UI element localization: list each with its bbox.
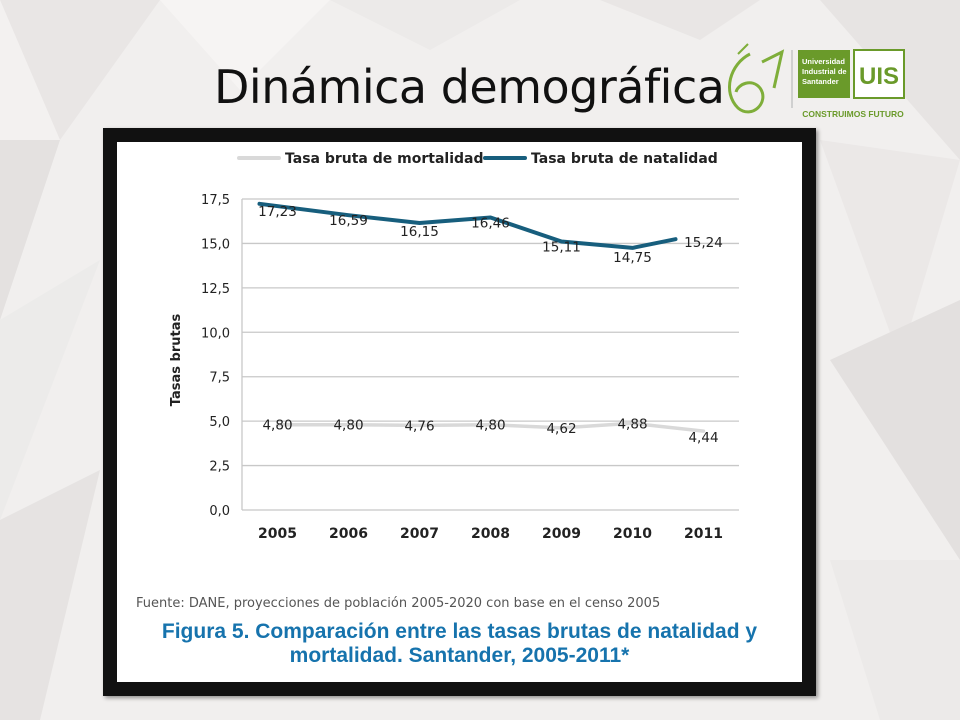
y-tick-label: 0,0	[209, 504, 230, 519]
natality-data-label: 15,24	[684, 235, 723, 251]
natality-data-label: 16,46	[471, 215, 510, 231]
natality-data-label: 14,75	[613, 250, 652, 266]
natality-series-line	[257, 201, 678, 250]
mortality-data-label: 4,80	[475, 418, 505, 434]
natality-data-label: 17,23	[258, 204, 297, 220]
uis-logo: Universidad Industrial de Santander UIS …	[728, 43, 905, 119]
chart-grid	[241, 198, 739, 511]
x-tick-label: 2011	[684, 526, 723, 542]
y-tick-label: 12,5	[201, 282, 230, 297]
mortality-data-label: 4,44	[688, 430, 718, 446]
y-tick-label: 5,0	[209, 415, 230, 430]
x-tick-label: 2007	[400, 526, 439, 542]
figure-frame: Tasa bruta de mortalidad Tasa bruta de na…	[103, 128, 816, 696]
mortality-data-label: 4,62	[546, 421, 576, 437]
x-tick-label: 2009	[542, 526, 581, 542]
chart-series	[257, 201, 706, 433]
y-tick-label: 17,5	[201, 193, 230, 208]
mortality-series-line	[275, 421, 706, 433]
x-tick-label: 2008	[471, 526, 510, 542]
figure-panel: Tasa bruta de mortalidad Tasa bruta de na…	[117, 142, 802, 682]
x-tick-label: 2005	[258, 526, 297, 542]
logo-monogram: UIS	[859, 63, 899, 90]
y-tick-label: 15,0	[201, 237, 230, 252]
figure-caption-line2: mortalidad. Santander, 2005-2011*	[289, 644, 630, 667]
mortality-data-label: 4,80	[262, 418, 292, 434]
x-tick-label: 2010	[613, 526, 652, 542]
y-tick-label: 2,5	[209, 460, 230, 475]
legend-label: Tasa bruta de natalidad	[531, 151, 718, 167]
logo-tagline: CONSTRUIMOS FUTURO	[802, 109, 904, 119]
natality-data-label: 15,11	[542, 239, 581, 255]
anniversary-67-icon	[728, 43, 785, 114]
figure-source-note: Fuente: DANE, proyecciones de población …	[136, 596, 661, 611]
y-tick-label: 10,0	[201, 326, 230, 341]
line-chart: Tasa bruta de mortalidad Tasa bruta de na…	[169, 151, 739, 542]
mortality-data-label: 4,88	[617, 416, 647, 432]
y-axis-label: Tasas brutas	[169, 314, 184, 407]
x-tick-label: 2006	[329, 526, 368, 542]
legend-item-mortality: Tasa bruta de mortalidad	[237, 151, 483, 167]
slide-title: Dinámica demográfica	[214, 60, 725, 114]
logo-text-line2: Industrial de	[802, 67, 847, 76]
logo-text-line3: Santander	[802, 77, 839, 86]
data-labels: 4,80 4,80 4,76 4,80 4,62 4,88 4,44 17,23 16,59 16…	[258, 204, 723, 446]
y-axis-ticks: 0,0 2,5 5,0 7,5 10,0 12,5 15,0 17,5	[201, 193, 230, 519]
logo-text-line1: Universidad	[802, 57, 845, 66]
chart-legend: Tasa bruta de mortalidad Tasa bruta de na…	[237, 151, 718, 167]
mortality-data-label: 4,76	[404, 418, 434, 434]
x-axis-ticks: 2005 2006 2007 2008 2009 2010 2011	[258, 526, 723, 542]
legend-label: Tasa bruta de mortalidad	[285, 151, 483, 167]
legend-item-natality: Tasa bruta de natalidad	[483, 151, 718, 167]
figure-caption-line1: Figura 5. Comparación entre las tasas br…	[161, 620, 758, 643]
mortality-data-label: 4,80	[333, 418, 363, 434]
natality-data-label: 16,15	[400, 224, 439, 240]
natality-data-label: 16,59	[329, 213, 368, 229]
y-tick-label: 7,5	[209, 371, 230, 386]
figure-caption: Figura 5. Comparación entre las tasas br…	[117, 620, 802, 668]
